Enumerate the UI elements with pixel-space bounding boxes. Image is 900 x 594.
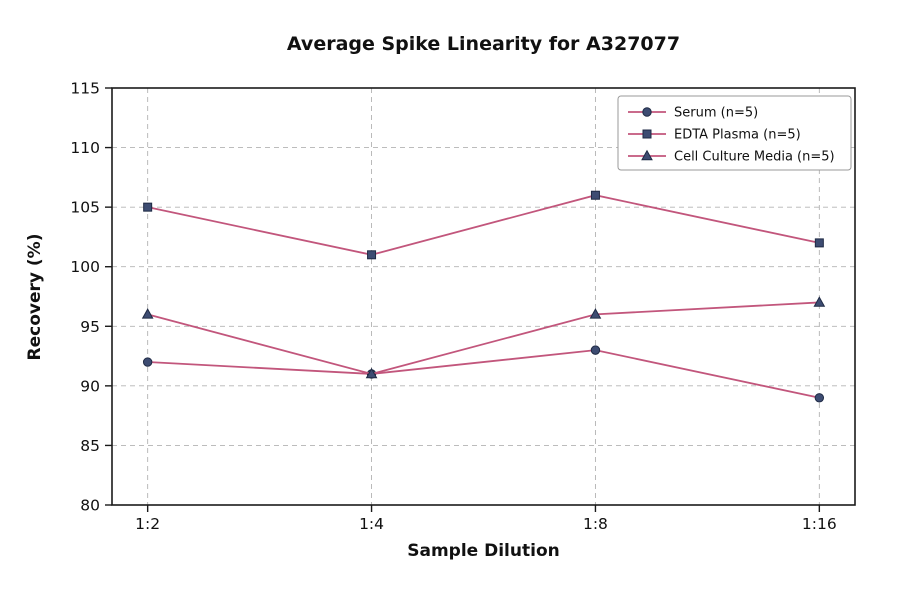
y-tick-label: 100 [70, 258, 100, 276]
legend-label: EDTA Plasma (n=5) [674, 128, 801, 143]
y-tick-label: 90 [80, 377, 100, 395]
y-tick-label: 95 [80, 318, 100, 336]
data-marker-circle [814, 393, 825, 403]
data-marker-square [143, 202, 153, 212]
x-tick-label: 1:2 [135, 515, 160, 533]
y-tick-label: 110 [70, 139, 100, 157]
plot-frame [111, 87, 856, 506]
data-marker-circle [590, 345, 601, 355]
legend-label: Serum (n=5) [674, 106, 758, 121]
data-marker-square [814, 238, 824, 248]
legend-box [617, 95, 852, 171]
y-tick-label: 85 [80, 437, 100, 455]
y-tick-label: 105 [70, 199, 100, 217]
series-line-triangle [147, 301, 820, 375]
data-marker-square [367, 250, 377, 260]
legend-marker-circle [642, 107, 652, 117]
x-axis-label: Sample Dilution [407, 541, 560, 561]
x-tick-label: 1:8 [583, 515, 608, 533]
y-tick-label: 115 [70, 80, 100, 98]
x-tick-label: 1:4 [359, 515, 384, 533]
series-line-circle [147, 349, 820, 399]
series-line-square [147, 194, 820, 256]
x-tick-label: 1:16 [802, 515, 837, 533]
data-marker-triangle [365, 367, 378, 379]
data-marker-square [590, 190, 600, 200]
data-marker-triangle [589, 308, 602, 319]
data-marker-triangle [141, 308, 154, 319]
legend-marker-square [642, 129, 652, 139]
legend-marker-triangle [641, 149, 653, 161]
data-marker-triangle [813, 296, 826, 307]
legend-label: Cell Culture Media (n=5) [674, 150, 835, 165]
chart-title: Average Spike Linearity for A327077 [286, 33, 681, 55]
y-tick-label: 80 [80, 497, 100, 515]
data-marker-circle [142, 357, 153, 367]
